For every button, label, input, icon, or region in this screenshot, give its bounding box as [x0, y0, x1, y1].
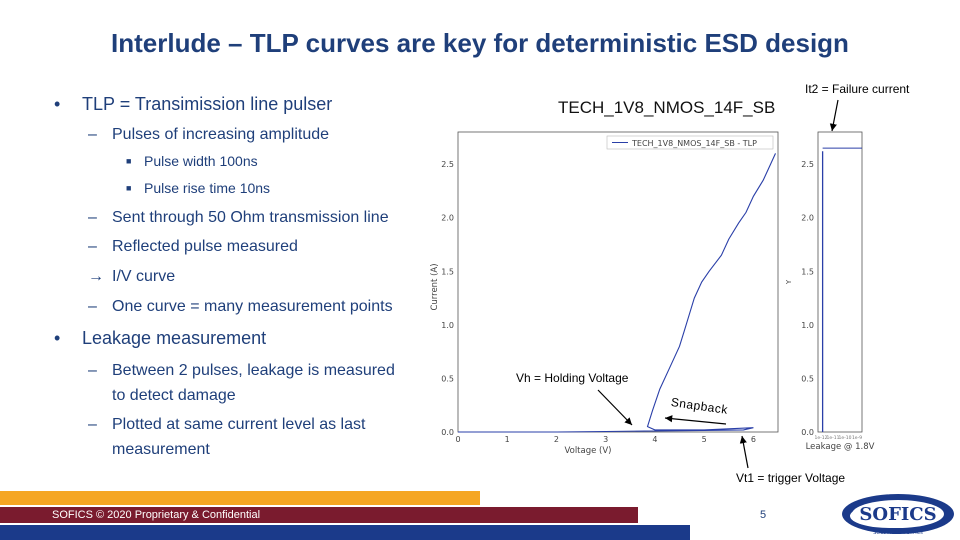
arrow-right-icon: →: [88, 268, 104, 285]
y-tick-label: 2.5: [441, 160, 454, 169]
svg-text:SOLUTIONS FOR ICs: SOLUTIONS FOR ICs: [873, 530, 923, 536]
bullet-tlp-sub5: – One curve = many measurement points: [88, 298, 393, 315]
leak-x-axis-label: Leakage @ 1.8V: [806, 442, 875, 452]
legend-box: [606, 135, 774, 150]
x-tick-label: 3: [603, 435, 608, 444]
x-tick-label: 0: [455, 435, 460, 444]
snapback-arrow: [664, 415, 727, 425]
chart-title: TECH_1V8_NMOS_14F_SB: [558, 98, 776, 117]
it2-arrow: [829, 99, 839, 132]
bullet-tlp-sub4: → I/V curve: [88, 264, 175, 289]
leak-y-tick-label: 0.0: [801, 428, 814, 437]
y-tick-label: 1.5: [441, 267, 454, 276]
bullet-dot: •: [54, 328, 61, 348]
vt1-label: Vt1 = trigger Voltage: [736, 471, 846, 485]
tlp-curve: [458, 153, 777, 433]
vh-arrow: [597, 389, 633, 426]
y-tick-label: 0.0: [441, 428, 454, 437]
bullet-tlp-sub1b: ■ Pulse rise time 10ns: [126, 180, 271, 196]
square-bullet-icon: ■: [126, 183, 132, 193]
footer-copyright: SOFICS © 2020 Proprietary & Confidential: [52, 509, 261, 521]
footer-orange-bar: [0, 491, 480, 505]
y-tick-label: 2.0: [441, 214, 454, 223]
svg-text:SOFICS: SOFICS: [859, 504, 936, 525]
bullet-tlp-sub1a: ■ Pulse width 100ns: [126, 153, 258, 169]
leak-plot-frame: [817, 131, 863, 433]
leak-y-tick-label: 1.0: [801, 321, 814, 330]
tlp-plot-frame: [457, 131, 779, 433]
y-tick-label: 1.0: [441, 321, 454, 330]
leak-x-tick-label: 1e-11: [827, 435, 840, 441]
leak-x-tick-label: 1e-10: [839, 435, 852, 441]
vh-label: Vh = Holding Voltage: [516, 371, 629, 385]
leak-y-tick-label: 1.5: [801, 267, 814, 276]
bullet-dot: •: [54, 94, 61, 114]
leakage-plot: 0.0 0.5 1.0 1.5 2.0 2.5 1e-12 1e-11 1e-10 1e-9 Y Le…: [785, 131, 875, 452]
y-tick-label: 0.5: [441, 374, 454, 383]
tlp-iv-plot: 0 1 2 3 4 5 6 0.0 0.5 1.0 1.5 2.0 2.5 Voltage (V) Curr…: [430, 131, 779, 456]
slide-title: Interlude – TLP curves are key for deter…: [111, 28, 849, 58]
legend-label: TECH_1V8_NMOS_14F_SB - TLP: [631, 139, 757, 148]
vt1-arrow: [739, 435, 749, 469]
it2-label: It2 = Failure current: [805, 82, 910, 96]
x-tick-label: 4: [652, 435, 657, 444]
leak-y-tick-label: 2.0: [801, 214, 814, 223]
y-axis-label: Current (A): [430, 263, 440, 310]
bullet-tlp-sub1: – Pulses of increasing amplitude: [88, 126, 330, 143]
x-tick-label: 5: [702, 435, 707, 444]
x-tick-label: 6: [751, 435, 756, 444]
bullet-leakage: • Leakage measurement: [54, 328, 267, 348]
bullet-tlp-sub3: – Reflected pulse measured: [88, 238, 298, 255]
leak-y-tick-label: 0.5: [801, 374, 814, 383]
x-axis-label: Voltage (V): [564, 446, 611, 456]
sofics-logo: SOFICS SOLUTIONS FOR ICs: [842, 494, 954, 536]
bullet-leak-sub1-cont: to detect damage: [112, 387, 236, 404]
bullet-tlp-sub2: – Sent through 50 Ohm transmission line: [88, 209, 389, 226]
page-number: 5: [760, 509, 767, 521]
bullet-tlp: • TLP = Transimission line pulser: [54, 94, 333, 114]
bullet-leak-sub2: – Plotted at same current level as last: [88, 416, 366, 433]
leak-y-tick-label: 2.5: [801, 160, 814, 169]
footer-maroon-bar: [0, 507, 638, 523]
leak-x-tick-label: 1e-9: [852, 435, 862, 441]
x-tick-label: 1: [505, 435, 510, 444]
square-bullet-icon: ■: [126, 156, 132, 166]
x-tick-label: 2: [554, 435, 559, 444]
leak-y-axis-label: Y: [785, 279, 793, 285]
bullet-leak-sub2-cont: measurement: [112, 441, 210, 458]
leak-x-tick-label: 1e-12: [815, 435, 828, 441]
footer-navy-bar: [0, 525, 690, 540]
bullet-leak-sub1: – Between 2 pulses, leakage is measured: [88, 362, 395, 379]
